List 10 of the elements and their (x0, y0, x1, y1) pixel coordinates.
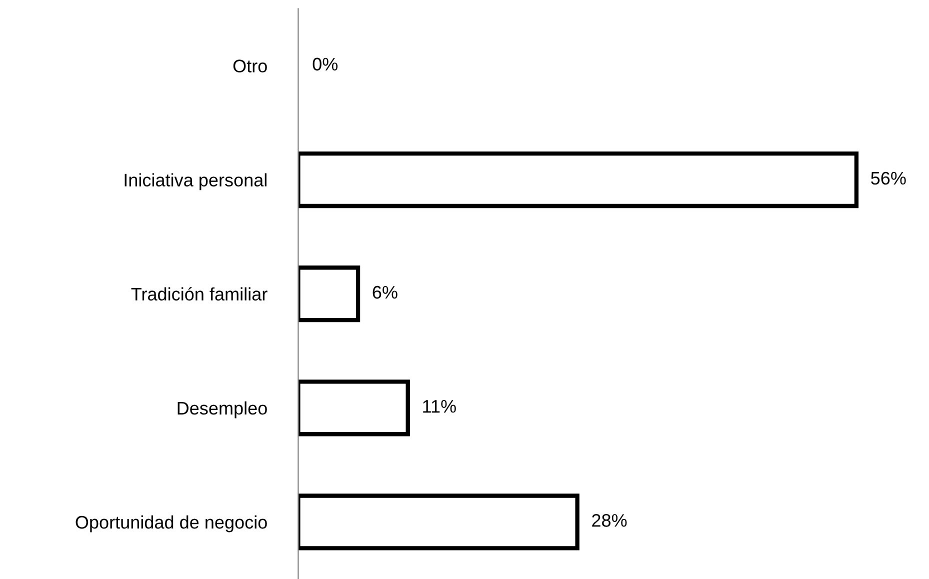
y-tick-label: Tradición familiar (131, 287, 268, 301)
data-label: 11% (423, 400, 456, 413)
data-label: 28% (592, 514, 627, 527)
data-label: 0% (312, 58, 338, 71)
y-tick-label: Oportunidad de negocio (76, 515, 267, 532)
data-label: 6% (372, 286, 398, 299)
y-tick-label: Iniciativa personal (124, 173, 266, 190)
data-label: 56% (871, 172, 906, 185)
y-tick-label: Desempleo (178, 401, 267, 418)
y-tick-label: Otro (233, 60, 267, 72)
